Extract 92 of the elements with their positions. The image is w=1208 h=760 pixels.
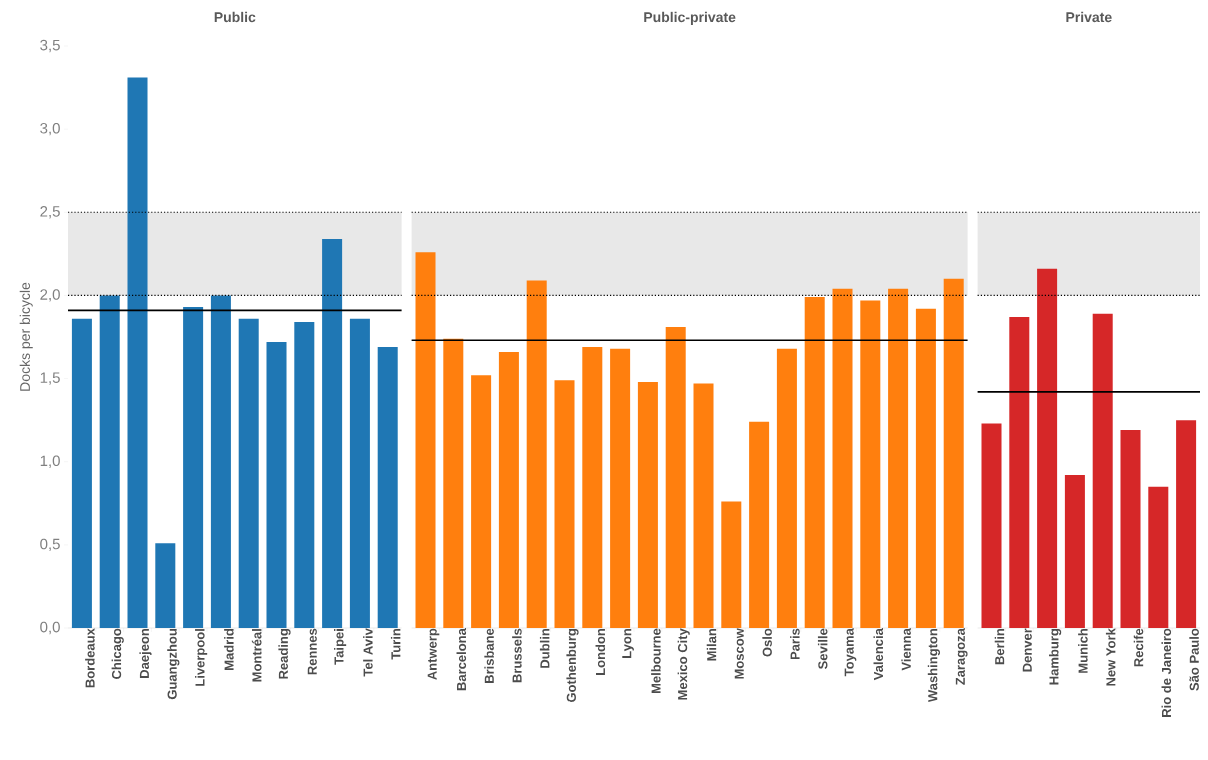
x-tick-label: Oslo: [762, 628, 772, 657]
bar: [832, 288, 853, 628]
x-tick-label: Rennes: [307, 628, 317, 675]
bar: [860, 300, 881, 628]
bar: [322, 238, 343, 628]
bar: [582, 346, 603, 628]
chart-title: Private: [1066, 11, 1112, 23]
y-tick-label: 3,0: [40, 122, 60, 136]
x-tick-label: Montréal: [251, 629, 262, 682]
x-tick-label: Dublin: [539, 628, 550, 668]
x-tick-label: Milan: [706, 628, 717, 661]
x-tick-label: Gothenburg: [566, 629, 579, 703]
x-tick-label: Liverpool: [195, 629, 208, 686]
bar: [266, 341, 287, 628]
x-tick-label: Reading: [278, 629, 291, 679]
x-tick-label: Paris: [790, 628, 800, 660]
x-tick-label: Brussels: [512, 628, 522, 683]
x-tick-label: Moscow: [734, 628, 744, 679]
chart-title: Public: [214, 11, 256, 23]
bar: [943, 278, 964, 628]
bar: [637, 381, 658, 628]
x-tick-label: Taipei: [334, 629, 347, 665]
chart-title: Public-private: [644, 11, 736, 25]
x-tick-label: Chicago: [111, 628, 124, 679]
y-tick-label: 0,5: [40, 538, 60, 552]
x-tick-label: Lyon: [622, 628, 634, 658]
bar: [99, 295, 120, 628]
bar: [349, 318, 370, 628]
x-tick-label: Denver: [1022, 628, 1032, 672]
bar: [693, 383, 714, 628]
x-tick-label: Hamburg: [1049, 629, 1062, 685]
x-tick-label: Bordeaux: [85, 628, 95, 688]
y-tick-label: 3,5: [40, 39, 60, 53]
x-tick-label: Madrid: [224, 629, 234, 670]
bar: [443, 338, 464, 628]
bar: [1064, 475, 1085, 628]
x-tick-label: Guangzhou: [167, 629, 180, 700]
x-tick-label: Toyama: [844, 628, 857, 677]
bar: [665, 327, 686, 628]
y-tick-label: 1,0: [40, 455, 60, 468]
bar: [749, 421, 770, 628]
x-tick-label: Antwerp: [427, 628, 440, 680]
x-tick-label: Brisbane: [484, 628, 494, 683]
x-tick-label: Berlin: [994, 628, 1005, 665]
bar: [981, 423, 1002, 628]
bar: [1176, 420, 1197, 628]
bar: [721, 501, 742, 628]
bar: [1092, 313, 1113, 628]
x-tick-label: New York: [1105, 628, 1116, 686]
x-tick-label: Washington: [927, 628, 940, 703]
bar: [238, 318, 259, 628]
y-axis-title: Docks per bicycle: [19, 282, 33, 391]
bar: [155, 543, 176, 628]
bar: [554, 380, 575, 628]
bar: [183, 307, 204, 628]
bar: [776, 348, 797, 628]
x-tick-label: Daejeon: [139, 629, 152, 678]
bar: [888, 288, 909, 628]
x-tick-label: Vienna: [901, 628, 911, 671]
bar: [1009, 317, 1030, 628]
bar: [127, 77, 148, 628]
bar: [1120, 430, 1141, 628]
bar: [210, 295, 231, 628]
x-tick-label: Barcelona: [456, 628, 467, 691]
x-tick-label: Munich: [1078, 628, 1088, 673]
x-tick-label: Valencia: [873, 628, 884, 681]
bar: [71, 318, 92, 628]
x-tick-label: Zaragoza: [955, 628, 968, 685]
bar: [377, 346, 398, 628]
x-tick-label: São Paulo: [1189, 628, 1199, 691]
x-tick-label: Rio de Janeiro: [1161, 628, 1172, 717]
bar: [1037, 268, 1058, 628]
x-tick-label: London: [595, 628, 606, 675]
x-tick-label: Turin: [390, 628, 401, 660]
bar: [294, 322, 315, 628]
y-tick-label: 2,5: [40, 206, 60, 219]
bar: [526, 280, 547, 628]
bar: [804, 297, 825, 628]
bar: [610, 348, 631, 628]
x-tick-label: Recife: [1133, 628, 1144, 667]
x-tick-label: Tel Aviv: [363, 628, 373, 677]
bar: [915, 308, 936, 628]
x-tick-label: Mexico City: [677, 628, 690, 700]
bar: [471, 375, 492, 628]
y-tick-label: 2,0: [40, 289, 60, 302]
y-tick-label: 1,5: [40, 372, 60, 385]
x-tick-label: Seville: [817, 628, 828, 670]
x-tick-label: Melbourne: [651, 628, 661, 694]
bar: [498, 351, 519, 628]
y-tick-label: 0,0: [40, 621, 60, 635]
bar: [1148, 486, 1169, 628]
bar: [415, 252, 436, 628]
